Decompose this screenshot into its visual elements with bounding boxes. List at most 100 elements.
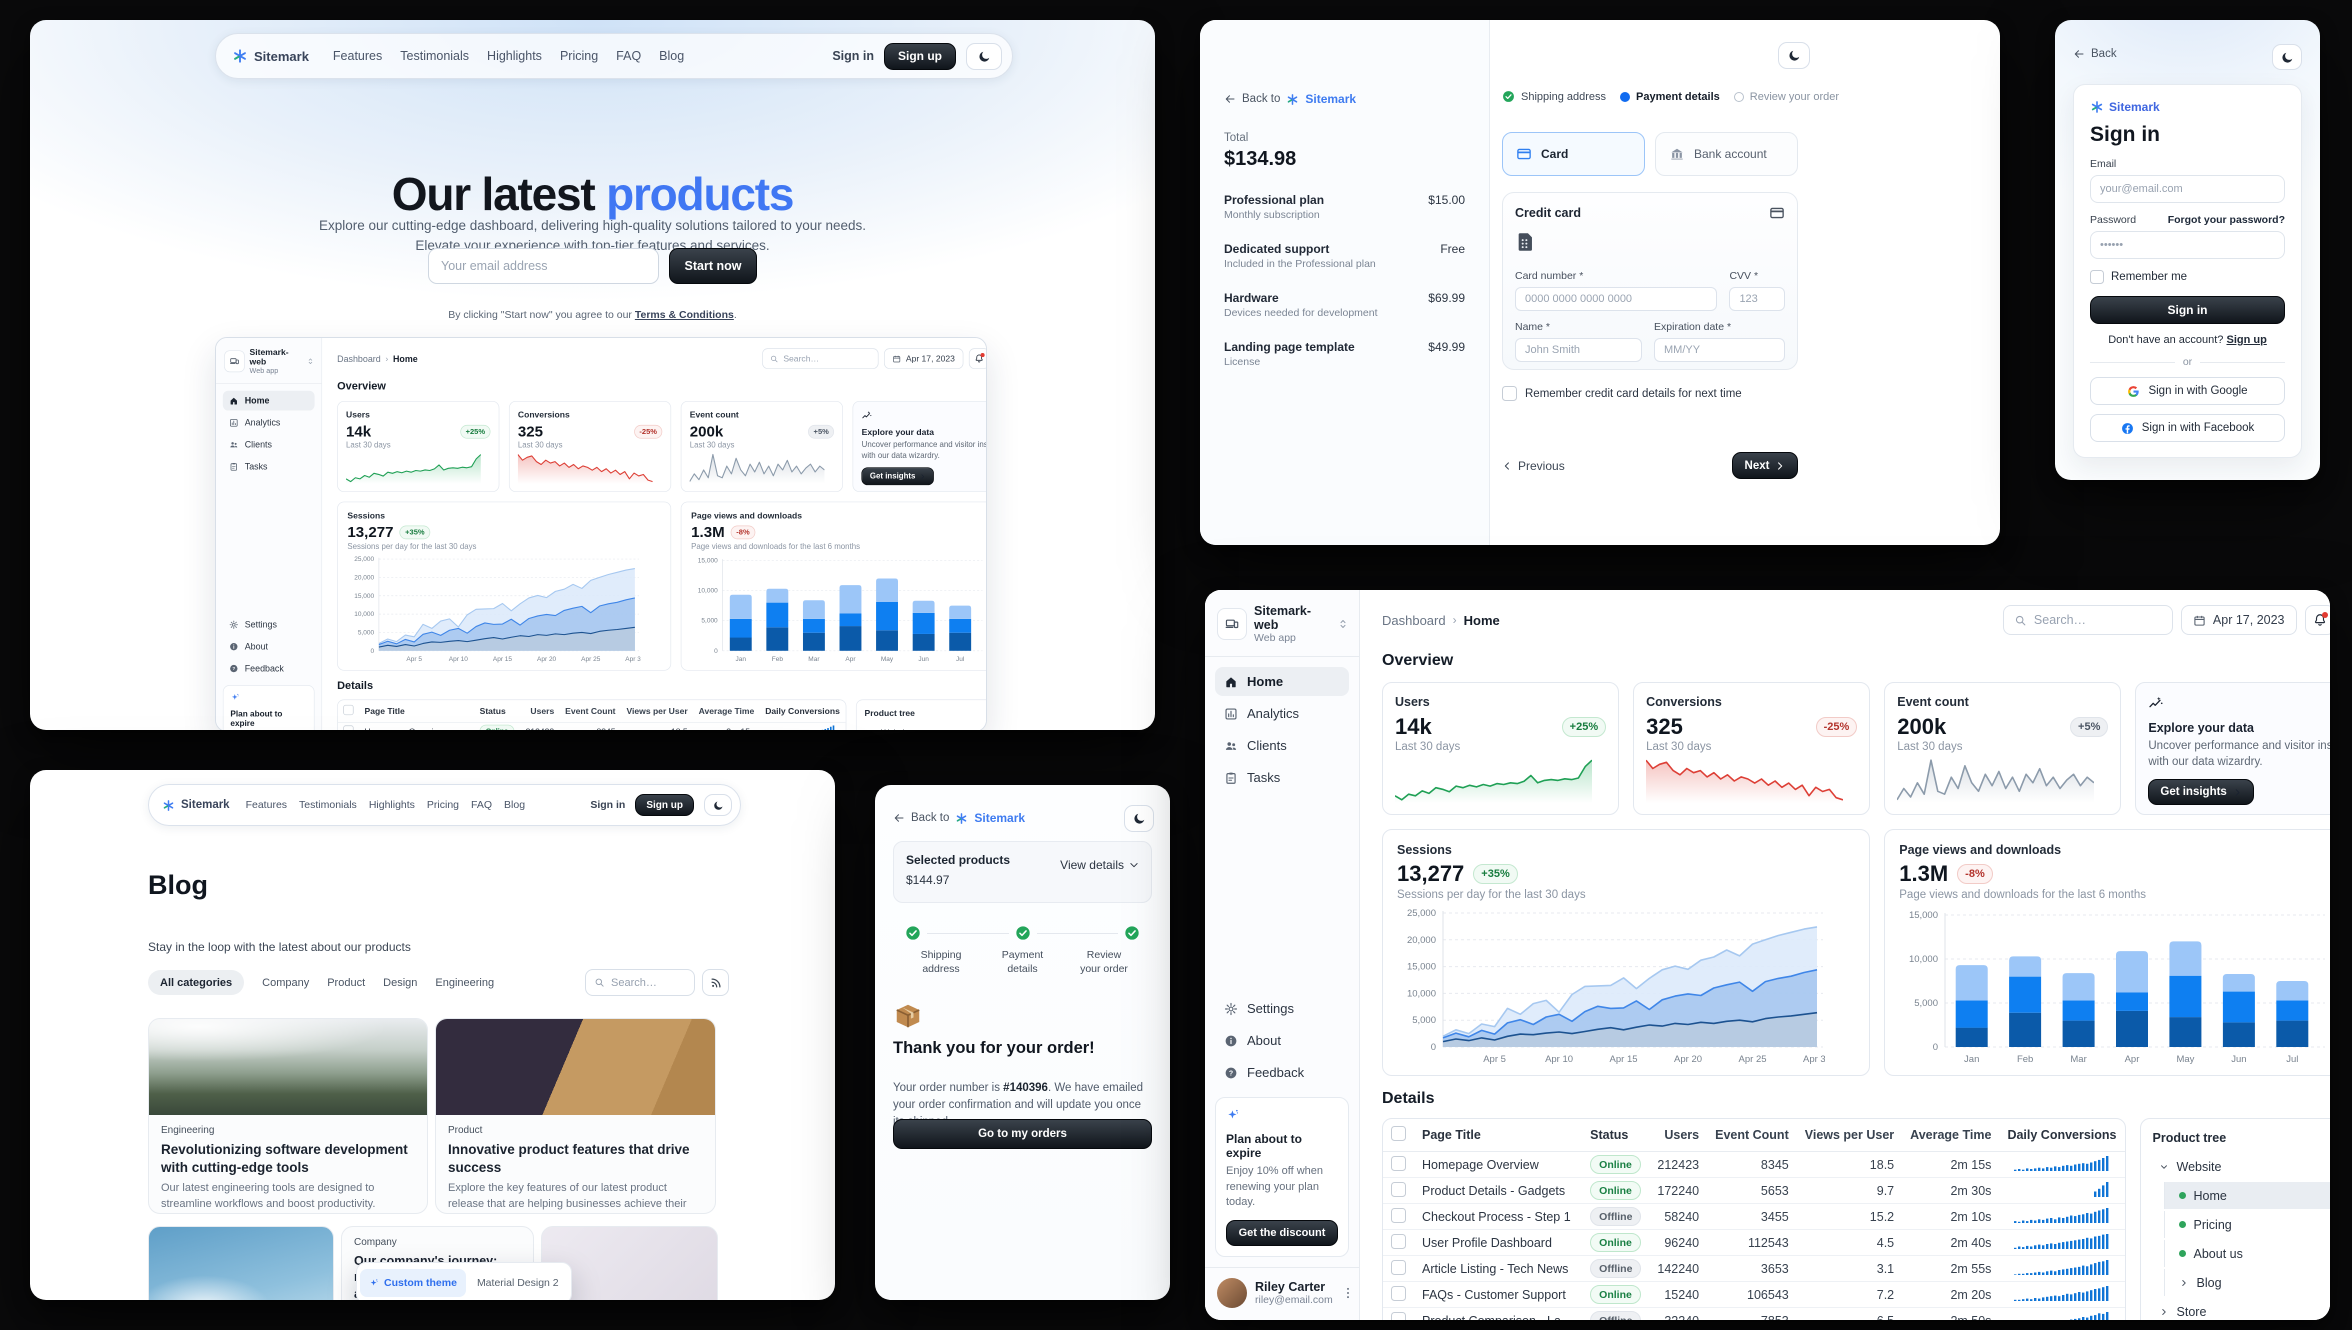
sign-in-link[interactable]: Sign in: [590, 799, 626, 811]
category-chip-engineering[interactable]: Engineering: [435, 976, 495, 989]
tree-item-pricing[interactable]: Pricing: [2163, 1211, 2330, 1238]
column-header[interactable]: Users: [520, 700, 560, 723]
category-chip-design[interactable]: Design: [383, 976, 418, 989]
tree-item-store[interactable]: Store: [2153, 1298, 2330, 1320]
table-row[interactable]: FAQs - Customer Support Online 15240 106…: [1383, 1281, 2125, 1308]
sidebar-item-about[interactable]: About: [1215, 1026, 1349, 1055]
start-now-button[interactable]: Start now: [669, 248, 757, 284]
tree-item-website[interactable]: Website: [865, 723, 986, 730]
name-input[interactable]: John Smith: [1515, 338, 1643, 362]
tree-item-home[interactable]: Home: [2163, 1182, 2330, 1209]
sidebar-item-feedback[interactable]: ? Feedback: [1215, 1058, 1349, 1087]
sidebar-item-analytics[interactable]: Analytics: [223, 413, 315, 433]
column-header[interactable]: Daily Conversions: [1999, 1119, 2125, 1152]
sidebar-item-settings[interactable]: Settings: [1215, 994, 1349, 1023]
column-header[interactable]: Average Time: [693, 700, 760, 723]
tree-item-website[interactable]: Website: [2153, 1153, 2330, 1180]
search-input[interactable]: Search…: [2002, 605, 2173, 635]
nav-item-highlights[interactable]: Highlights: [368, 799, 415, 811]
nav-item-faq[interactable]: FAQ: [616, 49, 642, 63]
blog-card[interactable]: Engineering Revolutionizing software dev…: [148, 1018, 428, 1214]
back-to-sitemark[interactable]: Back to Sitemark: [1224, 92, 1465, 106]
payment-method-bank-account[interactable]: Bank account: [1655, 132, 1798, 176]
row-checkbox[interactable]: [1391, 1311, 1406, 1320]
workspace-selector[interactable]: Sitemark-web Web app: [1205, 600, 1359, 657]
date-picker-button[interactable]: Apr 17, 2023: [883, 348, 964, 369]
sitemark-brand[interactable]: Sitemark: [162, 799, 230, 812]
nav-item-features[interactable]: Features: [332, 49, 383, 63]
tree-item-blog[interactable]: Blog: [2163, 1269, 2330, 1296]
go-to-orders-button[interactable]: Go to my orders: [893, 1119, 1152, 1149]
table-row[interactable]: User Profile Dashboard Online 96240 1125…: [1383, 1229, 2125, 1256]
sidebar-item-home[interactable]: Home: [1215, 667, 1349, 696]
category-chip-all-categories[interactable]: All categories: [148, 970, 245, 995]
back-link[interactable]: Back: [2073, 48, 2117, 60]
sitemark-brand[interactable]: Sitemark: [232, 48, 309, 64]
search-input[interactable]: Search…: [762, 348, 879, 369]
nav-item-blog[interactable]: Blog: [504, 799, 526, 811]
column-header[interactable]: Views per User: [621, 700, 694, 723]
facebook-sign-in-button[interactable]: Sign in with Facebook: [2090, 414, 2285, 442]
card-number-input[interactable]: 0000 0000 0000 0000: [1515, 287, 1718, 311]
date-picker-button[interactable]: Apr 17, 2023: [2180, 605, 2297, 635]
cvv-input[interactable]: 123: [1729, 287, 1785, 311]
payment-method-card[interactable]: Card: [1502, 132, 1645, 176]
column-header[interactable]: Page Title: [1414, 1119, 1583, 1152]
blog-card[interactable]: Product Innovative product features that…: [435, 1018, 716, 1214]
nav-item-highlights[interactable]: Highlights: [487, 49, 542, 63]
expiration-input[interactable]: MM/YY: [1654, 338, 1785, 362]
column-header[interactable]: Users: [1649, 1119, 1708, 1152]
column-header[interactable]: Status: [474, 700, 521, 723]
theme-option-material-design-2[interactable]: Material Design 2: [476, 1277, 559, 1289]
table-row[interactable]: Homepage Overview Online 212423 8345 18.…: [337, 722, 846, 730]
breadcrumb-parent[interactable]: Dashboard: [1382, 612, 1446, 628]
sidebar-item-about[interactable]: About: [223, 637, 315, 657]
column-header[interactable]: Status: [1582, 1119, 1650, 1152]
dark-mode-toggle[interactable]: [2272, 44, 2302, 70]
sign-in-button[interactable]: Sign in: [2090, 296, 2285, 324]
sidebar-item-clients[interactable]: Clients: [223, 435, 315, 455]
back-to-sitemark[interactable]: Back to Sitemark: [893, 811, 1025, 825]
get-discount-button[interactable]: Get the discount: [1226, 1220, 1338, 1246]
tree-item-about-us[interactable]: About us: [2163, 1240, 2330, 1267]
email-field[interactable]: your@email.com: [2090, 175, 2285, 203]
table-row[interactable]: Product Details - Gadgets Online 172240 …: [1383, 1177, 2125, 1204]
column-header[interactable]: Event Count: [1707, 1119, 1797, 1152]
workspace-selector[interactable]: Sitemark-web Web app: [216, 345, 322, 384]
row-checkbox[interactable]: [1391, 1259, 1406, 1275]
get-insights-button[interactable]: Get insights: [2148, 779, 2254, 806]
dark-mode-toggle[interactable]: [704, 794, 732, 816]
nav-item-features[interactable]: Features: [245, 799, 288, 811]
sign-up-button[interactable]: Sign up: [884, 42, 956, 70]
sidebar-item-feedback[interactable]: ? Feedback: [223, 658, 315, 678]
row-checkbox[interactable]: [343, 725, 354, 730]
column-header[interactable]: Views per User: [1796, 1119, 1903, 1152]
theme-option-custom-theme[interactable]: Custom theme: [360, 1269, 466, 1297]
select-all-checkbox[interactable]: [343, 704, 354, 716]
dark-mode-toggle[interactable]: [1778, 42, 1810, 69]
sign-up-button[interactable]: Sign up: [635, 794, 694, 816]
sidebar-item-home[interactable]: Home: [222, 390, 315, 411]
sidebar-item-tasks[interactable]: Tasks: [223, 456, 315, 476]
row-checkbox[interactable]: [1391, 1233, 1406, 1249]
dark-mode-toggle[interactable]: [1124, 805, 1154, 832]
password-field[interactable]: ••••••: [2090, 231, 2285, 259]
nav-item-faq[interactable]: FAQ: [471, 799, 493, 811]
row-checkbox[interactable]: [1391, 1155, 1406, 1171]
notifications-button[interactable]: [2304, 605, 2330, 635]
sidebar-item-tasks[interactable]: Tasks: [1215, 763, 1349, 792]
more-options-icon[interactable]: [1341, 1286, 1355, 1300]
google-sign-in-button[interactable]: Sign in with Google: [2090, 377, 2285, 405]
row-checkbox[interactable]: [1391, 1285, 1406, 1301]
sidebar-item-analytics[interactable]: Analytics: [1215, 699, 1349, 728]
blog-card[interactable]: [148, 1226, 334, 1300]
rss-button[interactable]: [702, 969, 729, 996]
category-chip-company[interactable]: Company: [262, 976, 310, 989]
dark-mode-toggle[interactable]: [966, 42, 1002, 70]
column-header[interactable]: Average Time: [1902, 1119, 2000, 1152]
row-checkbox[interactable]: [1391, 1207, 1406, 1223]
breadcrumb-parent[interactable]: Dashboard: [337, 353, 381, 364]
previous-button[interactable]: Previous: [1502, 459, 1565, 473]
forgot-password-link[interactable]: Forgot your password?: [2167, 214, 2285, 226]
table-row[interactable]: Checkout Process - Step 1 Offline 58240 …: [1383, 1203, 2125, 1230]
